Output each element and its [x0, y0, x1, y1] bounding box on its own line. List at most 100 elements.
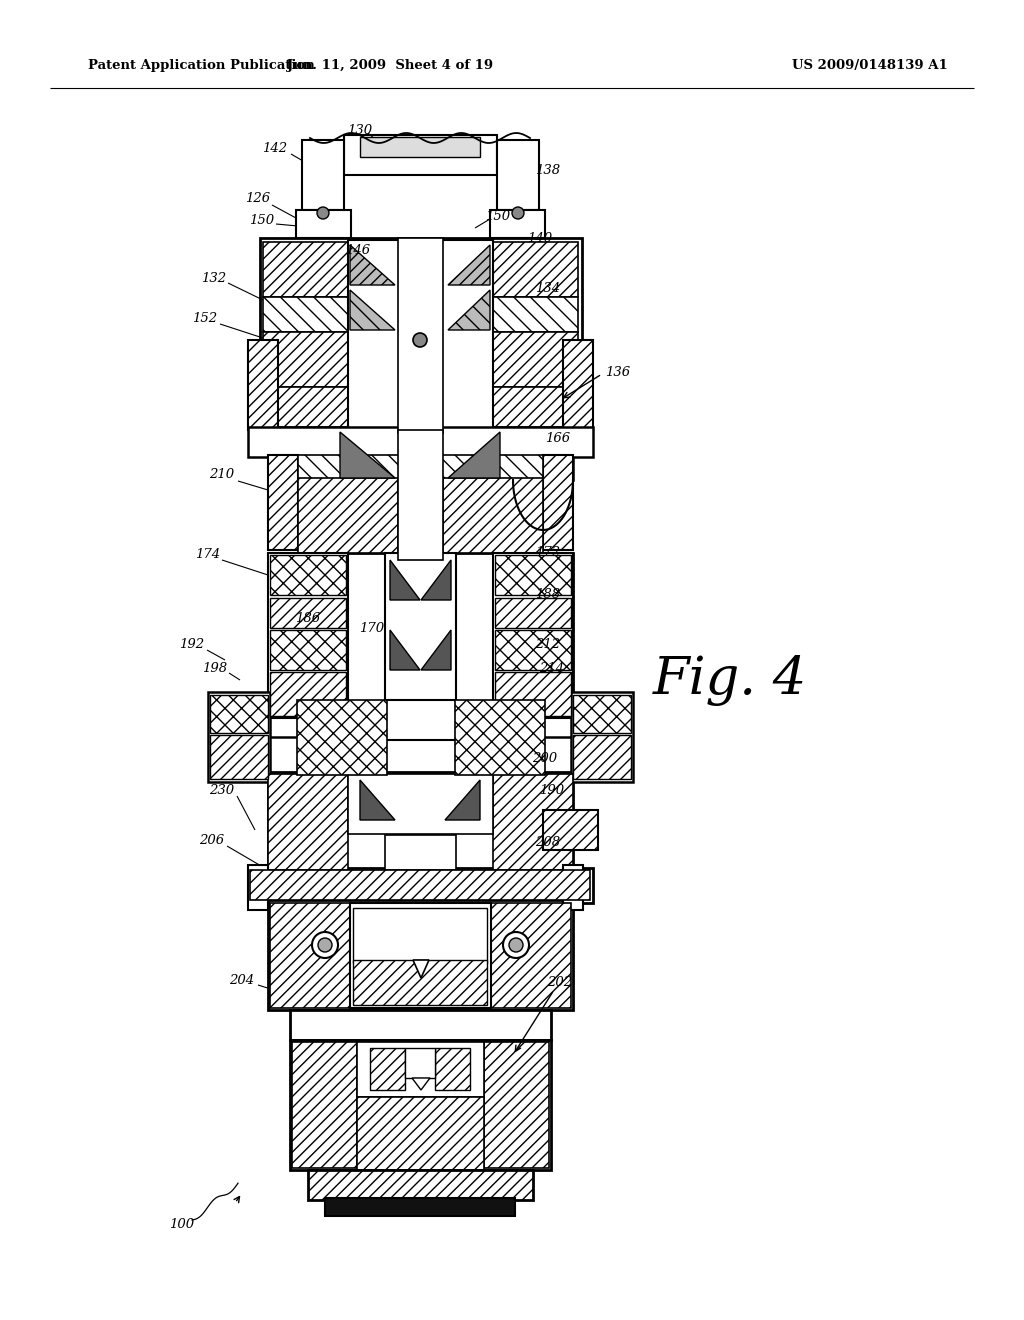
Bar: [268, 715, 328, 734]
Bar: [495, 630, 571, 671]
Bar: [357, 1041, 484, 1097]
Bar: [270, 554, 346, 595]
Text: 212: 212: [536, 639, 560, 652]
Text: 140: 140: [527, 231, 553, 244]
Bar: [292, 1041, 357, 1168]
Bar: [385, 553, 456, 718]
Polygon shape: [390, 630, 420, 671]
Bar: [357, 1097, 484, 1170]
Text: 146: 146: [345, 243, 371, 256]
Bar: [268, 455, 573, 480]
Text: 214: 214: [540, 661, 564, 675]
Circle shape: [503, 932, 529, 958]
Circle shape: [413, 333, 427, 347]
Text: 190: 190: [540, 784, 564, 796]
Bar: [298, 455, 543, 480]
Text: 172: 172: [536, 545, 560, 558]
Bar: [495, 554, 571, 595]
Bar: [406, 1048, 435, 1078]
Bar: [268, 772, 573, 873]
Text: 138: 138: [536, 164, 560, 177]
Bar: [398, 430, 443, 560]
Polygon shape: [449, 246, 490, 285]
Bar: [248, 341, 278, 430]
Bar: [360, 137, 480, 157]
Bar: [270, 630, 346, 671]
Bar: [513, 715, 573, 734]
Polygon shape: [413, 960, 429, 978]
Text: Jun. 11, 2009  Sheet 4 of 19: Jun. 11, 2009 Sheet 4 of 19: [287, 58, 494, 71]
Text: 170: 170: [359, 622, 385, 635]
Text: 192: 192: [179, 639, 205, 652]
Text: 200: 200: [532, 751, 557, 764]
Bar: [248, 426, 593, 457]
Circle shape: [318, 939, 332, 952]
Bar: [573, 696, 631, 733]
Text: 136: 136: [605, 366, 631, 379]
Polygon shape: [445, 780, 480, 820]
Text: 132: 132: [202, 272, 226, 285]
Circle shape: [312, 932, 338, 958]
Bar: [302, 140, 344, 210]
Text: 208: 208: [536, 837, 560, 850]
Bar: [297, 700, 387, 775]
Bar: [435, 1048, 470, 1090]
Bar: [493, 242, 578, 297]
Bar: [268, 774, 348, 870]
Text: Patent Application Publication: Patent Application Publication: [88, 58, 314, 71]
Bar: [263, 297, 348, 333]
Bar: [563, 341, 593, 430]
Bar: [268, 900, 573, 1010]
Bar: [353, 908, 487, 964]
Text: 150: 150: [250, 214, 274, 227]
Bar: [296, 210, 351, 238]
Bar: [344, 135, 497, 176]
Bar: [270, 903, 350, 1008]
Text: 100: 100: [169, 1218, 195, 1232]
Polygon shape: [513, 480, 573, 529]
Text: US 2009/0148139 A1: US 2009/0148139 A1: [793, 58, 948, 71]
Bar: [298, 478, 398, 553]
Bar: [573, 735, 631, 779]
Bar: [490, 903, 571, 1008]
Bar: [263, 242, 348, 297]
Polygon shape: [421, 560, 451, 601]
Bar: [571, 692, 633, 781]
Bar: [348, 240, 493, 430]
Bar: [443, 478, 543, 553]
Bar: [268, 715, 573, 737]
Bar: [490, 210, 545, 238]
Bar: [248, 869, 593, 903]
Bar: [210, 735, 268, 779]
Bar: [350, 903, 490, 1008]
Bar: [563, 865, 583, 909]
Bar: [385, 836, 456, 870]
Bar: [543, 810, 598, 850]
Circle shape: [512, 207, 524, 219]
Bar: [497, 140, 539, 210]
Polygon shape: [390, 560, 420, 601]
Text: 206: 206: [200, 833, 224, 846]
Text: 142: 142: [262, 141, 288, 154]
Polygon shape: [340, 432, 395, 478]
Bar: [493, 774, 573, 870]
Bar: [493, 553, 573, 718]
Circle shape: [317, 207, 329, 219]
Bar: [250, 870, 590, 900]
Bar: [455, 700, 545, 775]
Text: 166: 166: [546, 432, 570, 445]
Text: 188: 188: [536, 589, 560, 602]
Text: 150: 150: [485, 210, 511, 223]
Bar: [260, 238, 582, 430]
Text: 230: 230: [210, 784, 234, 796]
Bar: [493, 297, 578, 333]
Bar: [484, 1041, 549, 1168]
Polygon shape: [350, 290, 395, 330]
Bar: [370, 1048, 406, 1090]
Bar: [270, 598, 346, 628]
Bar: [268, 553, 573, 718]
Bar: [495, 598, 571, 628]
Bar: [248, 865, 268, 909]
Bar: [208, 692, 270, 781]
Bar: [268, 553, 348, 718]
